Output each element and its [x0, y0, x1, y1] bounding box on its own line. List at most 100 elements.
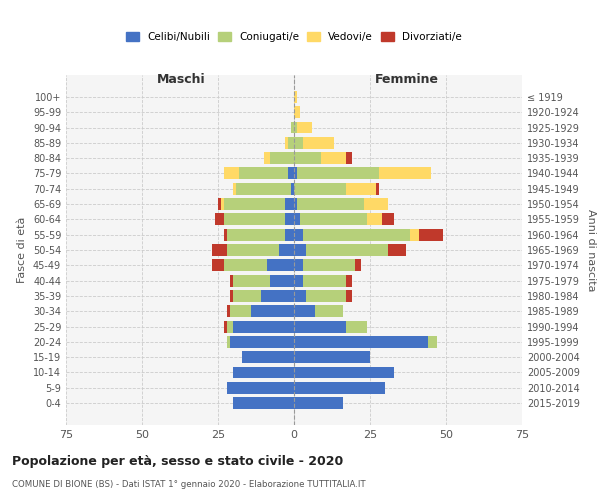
Bar [303, 137, 334, 149]
Bar [242, 351, 294, 363]
Text: Femmine: Femmine [374, 73, 439, 86]
Bar [230, 336, 294, 348]
Bar [346, 320, 367, 332]
Bar [227, 336, 230, 348]
Bar [212, 260, 224, 272]
Bar [266, 260, 294, 272]
Bar [251, 306, 294, 317]
Bar [233, 366, 294, 378]
Bar [288, 168, 294, 179]
Bar [294, 351, 370, 363]
Legend: Celibi/Nubili, Coniugati/e, Vedovi/e, Divorziati/e: Celibi/Nubili, Coniugati/e, Vedovi/e, Di… [122, 28, 466, 46]
Bar [303, 260, 355, 272]
Bar [212, 244, 227, 256]
Bar [379, 168, 431, 179]
Bar [297, 198, 364, 210]
Bar [294, 260, 303, 272]
Bar [291, 122, 294, 134]
Bar [269, 274, 294, 286]
Bar [279, 244, 294, 256]
Bar [315, 306, 343, 317]
Bar [230, 274, 233, 286]
Bar [218, 198, 221, 210]
Bar [410, 228, 419, 240]
Bar [376, 183, 379, 194]
Bar [382, 214, 394, 226]
Bar [346, 152, 352, 164]
Bar [233, 290, 260, 302]
Bar [300, 214, 367, 226]
Bar [294, 198, 297, 210]
Bar [227, 228, 285, 240]
Bar [236, 183, 291, 194]
Bar [297, 168, 379, 179]
Bar [263, 152, 269, 164]
Bar [224, 320, 227, 332]
Bar [227, 320, 233, 332]
Bar [221, 198, 224, 210]
Text: COMUNE DI BIONE (BS) - Dati ISTAT 1° gennaio 2020 - Elaborazione TUTTITALIA.IT: COMUNE DI BIONE (BS) - Dati ISTAT 1° gen… [12, 480, 365, 489]
Bar [346, 274, 352, 286]
Bar [303, 274, 346, 286]
Bar [388, 244, 406, 256]
Bar [224, 228, 227, 240]
Bar [294, 183, 346, 194]
Bar [260, 290, 294, 302]
Bar [230, 306, 251, 317]
Bar [297, 122, 312, 134]
Bar [230, 290, 233, 302]
Bar [364, 198, 388, 210]
Bar [239, 168, 288, 179]
Text: Maschi: Maschi [157, 73, 206, 86]
Bar [294, 122, 297, 134]
Text: Popolazione per età, sesso e stato civile - 2020: Popolazione per età, sesso e stato civil… [12, 455, 343, 468]
Bar [419, 228, 443, 240]
Bar [428, 336, 437, 348]
Bar [367, 214, 382, 226]
Bar [294, 91, 297, 103]
Bar [294, 290, 306, 302]
Bar [294, 152, 322, 164]
Bar [294, 397, 343, 409]
Bar [233, 397, 294, 409]
Bar [306, 244, 388, 256]
Bar [294, 106, 300, 118]
Bar [285, 198, 294, 210]
Bar [224, 168, 239, 179]
Bar [269, 152, 294, 164]
Bar [294, 137, 303, 149]
Bar [224, 260, 266, 272]
Bar [306, 290, 346, 302]
Bar [285, 228, 294, 240]
Bar [322, 152, 346, 164]
Bar [346, 183, 376, 194]
Bar [233, 274, 269, 286]
Bar [288, 137, 294, 149]
Bar [227, 244, 279, 256]
Bar [227, 306, 230, 317]
Bar [285, 214, 294, 226]
Bar [294, 336, 428, 348]
Bar [294, 214, 300, 226]
Bar [294, 306, 315, 317]
Bar [294, 244, 306, 256]
Bar [224, 214, 285, 226]
Bar [224, 198, 285, 210]
Bar [233, 320, 294, 332]
Bar [291, 183, 294, 194]
Bar [294, 320, 346, 332]
Bar [233, 183, 236, 194]
Bar [294, 168, 297, 179]
Bar [355, 260, 361, 272]
Bar [294, 366, 394, 378]
Y-axis label: Anni di nascita: Anni di nascita [586, 209, 596, 291]
Bar [215, 214, 224, 226]
Y-axis label: Fasce di età: Fasce di età [17, 217, 27, 283]
Bar [346, 290, 352, 302]
Bar [285, 137, 288, 149]
Bar [294, 228, 303, 240]
Bar [227, 382, 294, 394]
Bar [294, 274, 303, 286]
Bar [303, 228, 410, 240]
Bar [294, 382, 385, 394]
